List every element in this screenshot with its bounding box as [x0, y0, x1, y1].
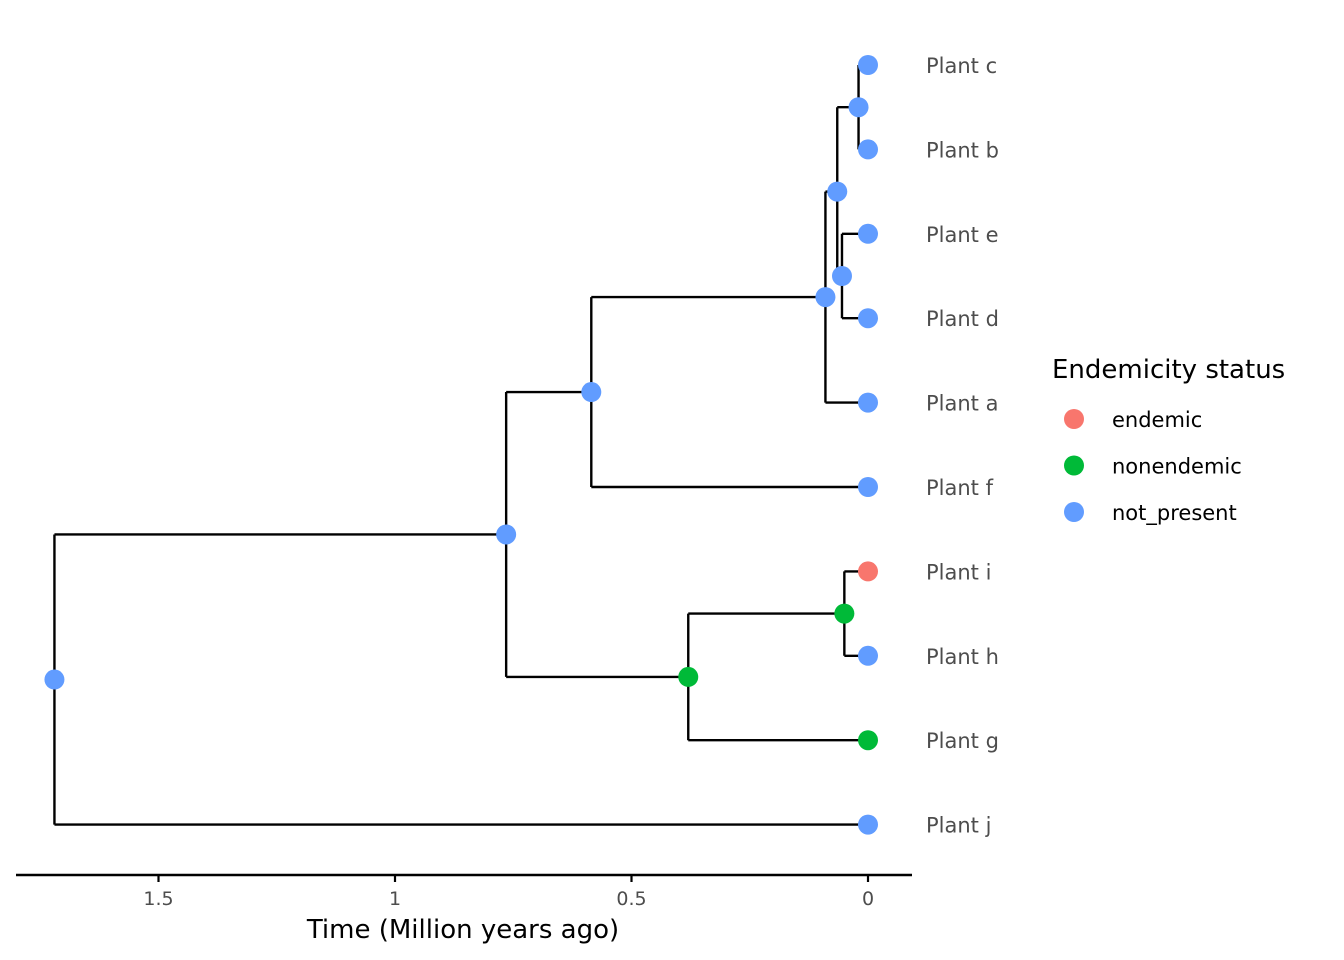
tip-label: Plant e	[926, 223, 999, 247]
x-axis: 1.5 1 0.5 0	[16, 873, 912, 910]
legend-key-nonendemic	[1064, 455, 1084, 476]
internal-node-point	[581, 382, 602, 403]
internal-node-point	[831, 266, 852, 286]
internal-node-point	[827, 181, 848, 202]
x-tick-label: 0	[862, 888, 874, 910]
legend-key-endemic	[1064, 409, 1084, 429]
tip-label: Plant h	[926, 645, 999, 669]
internal-node-point	[496, 524, 517, 545]
x-axis-title: Time (Million years ago)	[306, 915, 619, 945]
internal-node-point	[44, 669, 65, 690]
legend-label-endemic: endemic	[1112, 408, 1202, 432]
internal-node-point	[815, 287, 836, 308]
tip-label: Plant b	[926, 138, 999, 162]
tip-point	[858, 392, 878, 413]
tip-label: Plant c	[926, 54, 997, 78]
tip-label: Plant g	[926, 729, 999, 753]
tip-point	[858, 308, 878, 329]
tip-labels: Plant c Plant b Plant e Plant d Plant a Plant…	[926, 54, 999, 838]
tip-point	[858, 561, 878, 582]
internal-node-point	[848, 97, 869, 118]
x-tick-label: 1.5	[143, 888, 173, 910]
internal-node-point	[678, 666, 699, 687]
x-tick-label: 1	[389, 888, 401, 910]
tip-point	[858, 730, 878, 751]
tip-point	[858, 139, 878, 160]
tip-label: Plant a	[926, 392, 998, 416]
legend-label-not_present: not_present	[1112, 501, 1237, 526]
tip-point	[858, 55, 878, 75]
tip-point	[858, 645, 878, 666]
internal-node-point	[834, 603, 855, 624]
tip-point	[858, 477, 878, 497]
tip-label: Plant j	[926, 814, 991, 838]
tip-point	[858, 814, 878, 835]
tree-branches	[53, 63, 868, 826]
x-tick-label: 0.5	[616, 888, 646, 910]
tip-point	[858, 223, 878, 244]
legend: Endemicity status endemic nonendemic not_p…	[1052, 355, 1285, 526]
tip-label: Plant d	[926, 307, 999, 331]
node-points	[44, 55, 878, 835]
legend-title: Endemicity status	[1052, 355, 1285, 385]
legend-label-nonendemic: nonendemic	[1112, 455, 1242, 479]
legend-key-not_present	[1064, 502, 1084, 522]
tip-label: Plant i	[926, 560, 991, 584]
tip-label: Plant f	[926, 476, 994, 500]
